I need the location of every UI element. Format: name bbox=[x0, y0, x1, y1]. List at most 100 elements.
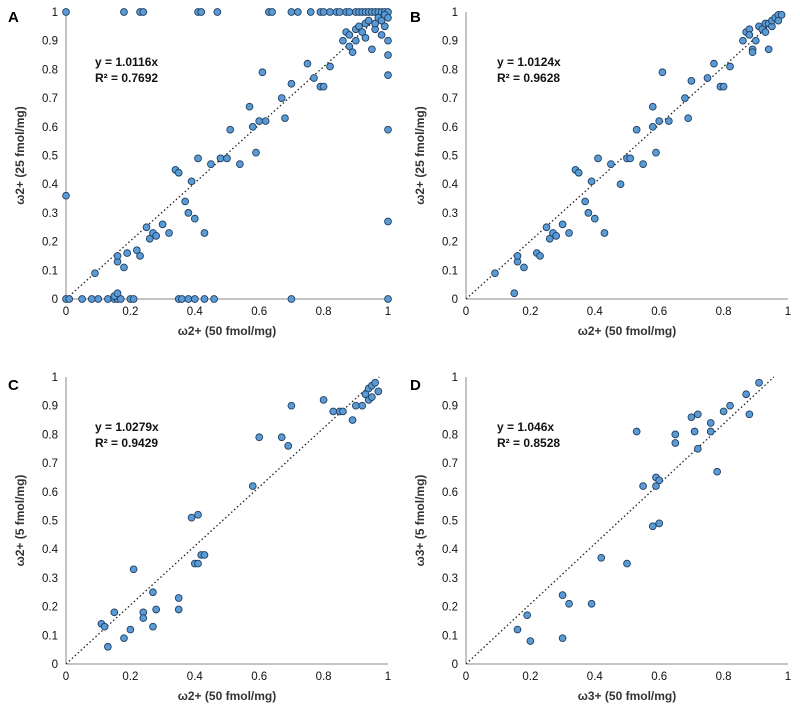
data-point bbox=[339, 407, 347, 416]
regression-equation: y = 1.0116x bbox=[95, 55, 158, 69]
y-tick-label: 0.7 bbox=[442, 458, 458, 470]
y-tick-label: 0.1 bbox=[442, 265, 458, 277]
data-point bbox=[62, 191, 70, 200]
data-point bbox=[726, 401, 734, 410]
data-point bbox=[590, 214, 599, 223]
y-axis-title: ω2+ (25 fmol/mg) bbox=[413, 106, 427, 205]
data-point bbox=[200, 229, 209, 237]
data-point bbox=[136, 252, 144, 260]
x-tick-label: 0.4 bbox=[587, 671, 604, 683]
data-point bbox=[565, 599, 573, 608]
data-point bbox=[255, 433, 264, 442]
x-tick-label: 0.2 bbox=[122, 671, 138, 683]
y-tick-label: 0.6 bbox=[442, 487, 458, 499]
data-point bbox=[558, 220, 567, 229]
data-point bbox=[329, 407, 338, 416]
panel-d: D 0 0.2 0.4 0.6 0.8 1 0 0.1 0.2 0.3 0.4 0.5 0.6 0.7 0.8… bbox=[410, 372, 791, 703]
data-point bbox=[594, 154, 602, 163]
data-point bbox=[751, 36, 760, 45]
data-point bbox=[552, 232, 561, 240]
data-point bbox=[745, 31, 754, 39]
x-tick-label: 0.4 bbox=[187, 671, 204, 683]
data-point bbox=[210, 295, 218, 303]
y-axis-title: ω3+ (5 fmol/mg) bbox=[413, 475, 427, 567]
data-point bbox=[623, 559, 631, 568]
data-point bbox=[377, 31, 386, 39]
y-tick-label: 0.4 bbox=[442, 179, 459, 191]
data-point bbox=[364, 16, 373, 25]
data-point bbox=[523, 611, 532, 620]
data-point bbox=[706, 427, 715, 436]
data-point bbox=[120, 8, 128, 16]
data-point bbox=[777, 11, 786, 19]
y-tick-label: 0.9 bbox=[42, 401, 58, 413]
x-tick-label: 0.2 bbox=[522, 671, 538, 683]
data-point bbox=[384, 71, 392, 79]
data-point bbox=[281, 114, 289, 123]
y-tick-label: 0.4 bbox=[442, 544, 459, 556]
data-points bbox=[513, 378, 763, 645]
data-point bbox=[116, 295, 125, 303]
data-point bbox=[774, 16, 783, 25]
data-point bbox=[126, 625, 135, 634]
data-point bbox=[626, 154, 635, 163]
data-point bbox=[213, 8, 222, 16]
data-point bbox=[574, 168, 583, 177]
y-tick-label: 0 bbox=[52, 659, 58, 671]
y-tick-label: 0.4 bbox=[42, 544, 59, 556]
data-point bbox=[120, 263, 128, 272]
data-point bbox=[287, 8, 296, 16]
y-tick-label: 0.2 bbox=[442, 237, 458, 249]
data-point bbox=[348, 48, 357, 57]
y-tick-label: 0.6 bbox=[42, 487, 58, 499]
data-point bbox=[87, 295, 96, 303]
data-point bbox=[194, 154, 202, 163]
data-point bbox=[655, 476, 664, 485]
data-point bbox=[306, 8, 315, 16]
data-point bbox=[358, 28, 367, 36]
data-point bbox=[223, 154, 231, 163]
trendline bbox=[65, 11, 385, 300]
y-tick-label: 0 bbox=[52, 294, 58, 306]
data-point bbox=[545, 234, 554, 243]
data-point bbox=[652, 482, 660, 490]
y-tick-label: 0.8 bbox=[42, 429, 58, 441]
data-point bbox=[200, 551, 209, 559]
data-point bbox=[326, 8, 334, 16]
data-point bbox=[181, 197, 189, 206]
data-point bbox=[303, 59, 312, 68]
data-point bbox=[149, 588, 157, 597]
data-point bbox=[129, 295, 138, 303]
y-tick-label: 0.3 bbox=[442, 573, 458, 585]
data-point bbox=[348, 416, 357, 424]
regression-equation: y = 1.0124x bbox=[497, 55, 561, 69]
data-point bbox=[616, 180, 625, 189]
y-tick-label: 1 bbox=[452, 7, 458, 19]
panel-letter: C bbox=[8, 377, 19, 394]
data-point bbox=[648, 122, 657, 131]
data-point bbox=[377, 16, 386, 25]
x-tick-label: 1 bbox=[385, 671, 391, 683]
data-point bbox=[345, 42, 354, 51]
y-tick-label: 0.2 bbox=[42, 602, 58, 614]
data-point bbox=[565, 229, 573, 237]
data-point bbox=[597, 553, 606, 562]
data-point bbox=[671, 430, 680, 439]
data-point bbox=[152, 232, 161, 240]
data-point bbox=[104, 295, 112, 303]
data-point bbox=[158, 220, 167, 229]
r-squared-label: R² = 0.8528 bbox=[497, 436, 560, 450]
data-point bbox=[248, 482, 257, 490]
panel-c: C 0 0.2 0.4 0.6 0.8 1 0 0.1 0.2 0.3 0.4 0.5 0.6 0.7 0.8… bbox=[8, 372, 391, 703]
data-point bbox=[719, 82, 728, 91]
y-tick-label: 0.6 bbox=[42, 122, 58, 134]
data-point bbox=[174, 605, 183, 614]
data-point bbox=[600, 229, 609, 237]
data-points bbox=[491, 11, 786, 298]
x-tick-label: 0 bbox=[63, 306, 69, 318]
y-tick-label: 0.2 bbox=[442, 602, 458, 614]
data-point bbox=[345, 31, 354, 39]
y-tick-label: 0.5 bbox=[442, 516, 458, 528]
data-point bbox=[358, 401, 367, 410]
r-squared-label: R² = 0.9429 bbox=[95, 436, 158, 450]
